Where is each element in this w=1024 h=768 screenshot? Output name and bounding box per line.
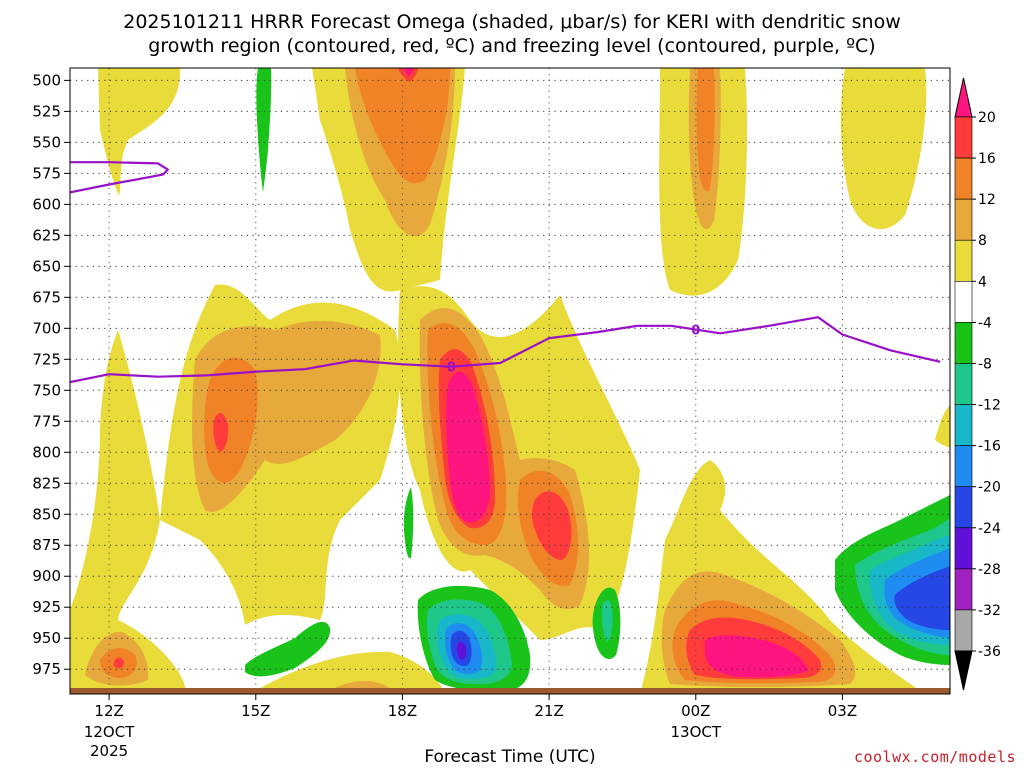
omega-region-green: [256, 68, 272, 192]
colorbar-band: [954, 363, 973, 405]
y-tick-label: 625: [32, 226, 61, 244]
x-tick-label: 03Z: [828, 702, 857, 720]
y-tick-label: 800: [32, 443, 61, 461]
y-tick-label: 950: [32, 629, 61, 647]
y-tick-label: 850: [32, 505, 61, 523]
omega-region-orange: [696, 68, 715, 192]
plot-area: 00: [70, 68, 950, 694]
plot-frame: [69, 67, 951, 695]
colorbar-label: -12: [978, 398, 1001, 414]
y-tick-label: 500: [32, 71, 61, 89]
y-tick-label: 900: [32, 567, 61, 585]
colorbar-label: 4: [978, 274, 987, 290]
freezing-level-contour: 00: [70, 161, 941, 384]
omega-region-teal: [601, 600, 613, 642]
freezing-level-upper-line: [70, 161, 169, 194]
omega-region-green: [403, 487, 414, 559]
y-tick-label: 525: [32, 102, 61, 120]
site-credit: coolwx.com/models: [854, 748, 1016, 766]
chart-title-line-1: 2025101211 HRRR Forecast Omega (shaded, …: [123, 11, 901, 33]
omega-region-green: [245, 621, 331, 677]
colorbar-bottom-arrow: [954, 650, 973, 691]
y-tick-label: 650: [32, 257, 61, 275]
colorbar-label: 12: [978, 192, 996, 208]
colorbar-label: 16: [978, 151, 996, 167]
freezing-level-label: 0: [691, 324, 700, 339]
colorbar-label: -16: [978, 439, 1001, 455]
omega-region-yellow: [98, 68, 181, 196]
x-tick-label: 15Z: [241, 702, 270, 720]
omega-region-gold: [330, 680, 392, 690]
y-tick-label: 575: [32, 164, 61, 182]
omega-region-magenta: [405, 68, 413, 76]
omega-region-yellow: [935, 405, 950, 448]
y-tick-label: 750: [32, 381, 61, 399]
y-tick-label: 600: [32, 195, 61, 213]
x-tick-date-label: 13OCT: [671, 723, 722, 741]
grid-lines: [70, 68, 950, 694]
y-tick-label: 825: [32, 474, 61, 492]
colorbar-label: -36: [978, 644, 1001, 660]
colorbar-band: [954, 568, 973, 611]
colorbar-label: -24: [978, 521, 1001, 537]
colorbar-label: 20: [978, 110, 996, 126]
y-tick-label: 875: [32, 536, 61, 554]
omega-region-orange: [204, 357, 258, 483]
omega-region-red: [113, 657, 124, 669]
colorbar-band: [954, 198, 973, 241]
colorbar-label: -28: [978, 562, 1001, 578]
colorbar-band: [954, 322, 973, 364]
colorbar-label: -8: [978, 356, 992, 372]
freezing-level-label: 0: [447, 361, 456, 376]
omega-region-red: [532, 491, 572, 560]
colorbar-band: [954, 116, 973, 159]
x-tick-date-label: 12OCT: [84, 723, 135, 741]
omega-region-red: [213, 413, 229, 452]
omega-region-yellow: [250, 651, 445, 694]
colorbar-band: [954, 486, 973, 529]
omega-region-yellow: [70, 330, 186, 694]
omega-region-purple: [456, 641, 467, 660]
colorbar: 20 16 12 8 4 -4 -8 -12 -16 -20 -24 -28 -32 -36: [954, 77, 1001, 691]
colorbar-band: [954, 445, 973, 487]
colorbar-label: -20: [978, 480, 1001, 496]
chart-title-line-2: growth region (contoured, red, ºC) and f…: [148, 35, 875, 57]
colorbar-band: [954, 404, 973, 446]
x-tick-label: 00Z: [681, 702, 710, 720]
y-axis: 500 525 550 575 600 625 650 675 700 725 750 775 800 8…: [32, 71, 70, 678]
omega-region-blue: [894, 566, 950, 630]
colorbar-label: -4: [978, 315, 992, 331]
x-axis-title: Forecast Time (UTC): [424, 747, 595, 767]
freezing-level-line: [70, 316, 941, 384]
colorbar-label: 8: [978, 233, 987, 249]
omega-shading: [70, 68, 950, 694]
y-tick-label: 725: [32, 350, 61, 368]
x-tick-label: 21Z: [534, 702, 563, 720]
colorbar-band: [954, 609, 973, 652]
colorbar-band: [954, 527, 973, 570]
y-tick-label: 775: [32, 412, 61, 430]
ground-strip: [70, 688, 950, 694]
colorbar-band: [954, 239, 973, 282]
colorbar-band: [954, 157, 973, 200]
omega-region-magenta: [446, 371, 490, 523]
colorbar-label: -32: [978, 603, 1001, 619]
y-tick-label: 550: [32, 133, 61, 151]
colorbar-band: [954, 281, 973, 323]
y-tick-label: 675: [32, 288, 61, 306]
omega-region-yellow: [840, 68, 927, 230]
x-tick-label: 12Z: [94, 702, 123, 720]
y-tick-label: 700: [32, 319, 61, 337]
x-tick-year-label: 2025: [90, 742, 128, 760]
omega-region-magenta: [705, 635, 808, 678]
y-tick-label: 925: [32, 598, 61, 616]
x-tick-label: 18Z: [388, 702, 417, 720]
y-tick-label: 975: [32, 660, 61, 678]
colorbar-top-arrow: [954, 77, 973, 118]
